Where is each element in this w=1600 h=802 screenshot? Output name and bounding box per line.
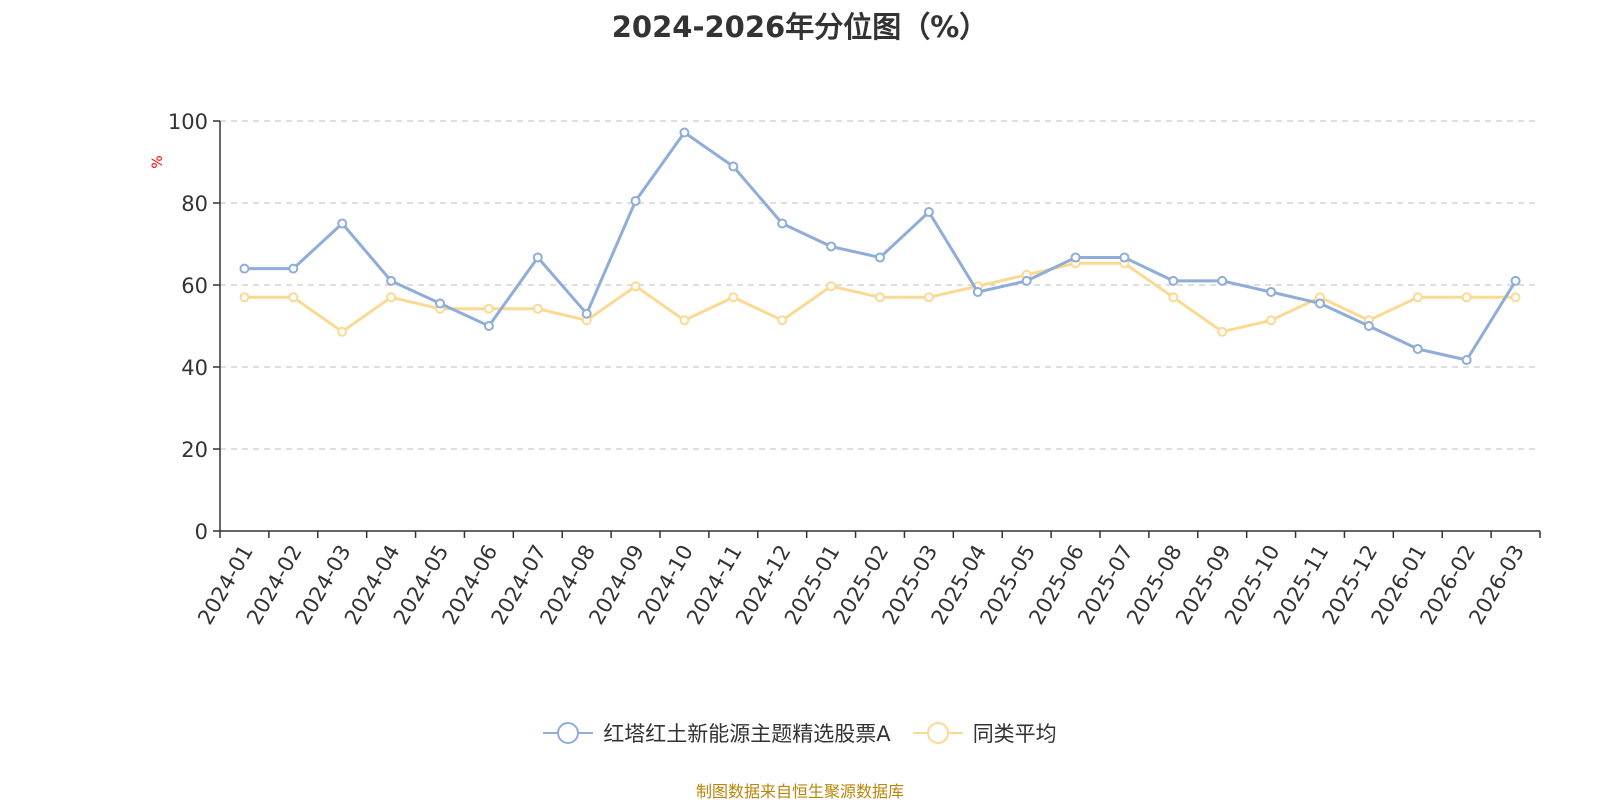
series-lines <box>239 127 1521 366</box>
data-source-note: 制图数据来自恒生聚源数据库 <box>695 782 904 801</box>
data-point <box>679 315 690 326</box>
legend-label-series-a: 红塔红土新能源主题精选股票A <box>603 722 891 746</box>
data-point <box>630 281 641 292</box>
data-point <box>972 286 983 297</box>
data-point <box>483 303 494 314</box>
data-point <box>1266 286 1277 297</box>
axes: 0204060801002024-012024-022024-032024-04… <box>168 110 1541 629</box>
data-point <box>1412 292 1423 303</box>
data-point <box>728 292 739 303</box>
data-point <box>1461 292 1472 303</box>
data-point <box>581 308 592 319</box>
data-point <box>1412 343 1423 354</box>
data-point <box>435 298 445 309</box>
data-point <box>1070 252 1081 263</box>
data-point <box>1315 298 1325 309</box>
data-point <box>777 315 788 326</box>
data-point <box>1168 292 1179 303</box>
data-point <box>777 218 788 229</box>
series-line <box>244 131 1517 362</box>
data-point <box>1119 252 1130 263</box>
y-tick-label: 0 <box>195 520 208 544</box>
data-point <box>875 292 885 303</box>
data-point <box>532 303 543 314</box>
data-point <box>1168 275 1179 286</box>
data-point <box>923 207 934 218</box>
data-point <box>288 263 299 274</box>
data-point <box>1217 275 1228 286</box>
y-axis-label: % <box>150 155 166 168</box>
data-point <box>386 275 397 286</box>
y-tick-label: 20 <box>181 438 208 462</box>
y-tick-label: 60 <box>181 274 208 298</box>
y-tick-label: 40 <box>181 356 208 380</box>
data-point <box>679 127 690 138</box>
data-point <box>1217 326 1228 337</box>
data-point <box>1266 315 1277 326</box>
data-point <box>532 252 543 263</box>
legend-line-marker-icon <box>543 722 594 744</box>
y-tick-label: 80 <box>181 192 208 216</box>
data-point <box>483 321 494 331</box>
legend-item-peer-average[interactable]: 同类平均 <box>912 718 1057 748</box>
grid-lines <box>220 120 1540 450</box>
data-point <box>239 263 250 274</box>
data-point <box>1461 355 1472 366</box>
data-point <box>386 292 397 303</box>
legend-item-series-a[interactable]: 红塔红土新能源主题精选股票A <box>543 718 891 748</box>
chart-legend: 红塔红土新能源主题精选股票A 同类平均 <box>0 718 1600 748</box>
data-point <box>728 161 739 172</box>
data-point <box>630 195 641 206</box>
data-point <box>1021 275 1032 286</box>
data-point <box>337 218 348 229</box>
data-point <box>1510 275 1521 286</box>
data-point <box>337 326 348 337</box>
chart-title: 2024-2026年分位图（%） <box>611 10 989 44</box>
legend-label-peer-average: 同类平均 <box>972 722 1057 746</box>
y-tick-label: 100 <box>168 110 208 134</box>
data-point <box>239 292 250 303</box>
data-point <box>875 252 885 263</box>
data-point <box>1363 321 1374 331</box>
data-point <box>288 292 299 303</box>
data-point <box>826 241 837 252</box>
legend-line-marker-icon <box>912 722 963 744</box>
data-point <box>923 292 934 303</box>
data-point <box>826 281 837 292</box>
data-point <box>1510 292 1521 303</box>
